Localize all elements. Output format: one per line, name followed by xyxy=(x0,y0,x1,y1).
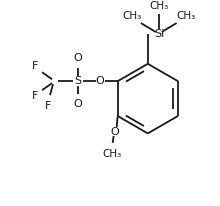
Text: Si: Si xyxy=(155,29,165,39)
Text: CH₃: CH₃ xyxy=(149,1,168,11)
Text: F: F xyxy=(45,101,51,111)
Text: O: O xyxy=(95,76,104,86)
Text: O: O xyxy=(73,99,82,109)
Text: CH₃: CH₃ xyxy=(102,149,121,159)
Text: O: O xyxy=(73,53,82,63)
Text: S: S xyxy=(74,76,81,86)
Text: F: F xyxy=(32,61,38,71)
Text: F: F xyxy=(32,91,38,101)
Text: O: O xyxy=(110,127,119,137)
Text: CH₃: CH₃ xyxy=(122,11,141,21)
Text: CH₃: CH₃ xyxy=(176,11,195,21)
